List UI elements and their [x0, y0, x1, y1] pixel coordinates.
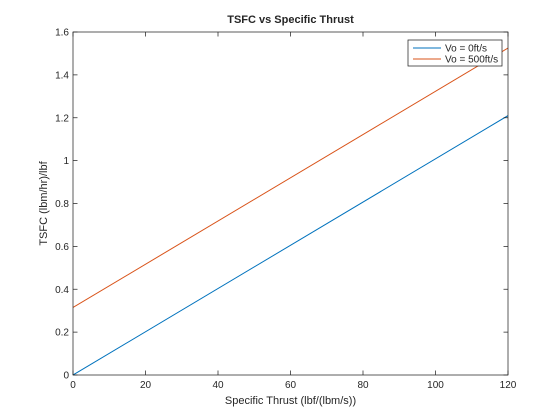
y-tick-label-5: 1	[63, 156, 69, 167]
y-tick-label-8: 1.6	[55, 28, 69, 39]
series-line-0	[73, 115, 508, 375]
legend-label-0: Vo = 0ft/s	[445, 44, 487, 55]
legend-box	[407, 39, 503, 67]
x-tick-label-6: 120	[500, 380, 517, 391]
y-tick-label-0: 0	[63, 371, 69, 382]
y-tick-label-6: 1.2	[55, 113, 69, 124]
x-tick-label-2: 40	[212, 380, 224, 391]
series-layer	[73, 47, 508, 375]
y-tick-label-1: 0.2	[55, 328, 69, 339]
y-tick-label-7: 1.4	[55, 70, 69, 81]
y-tick-label-2: 0.4	[55, 285, 69, 296]
ticks-layer: 0 20 40 60 80 100 120 0 0.2 0.4 0.6 0.8 1 1.2 1.4 1.6	[55, 28, 517, 392]
x-tick-label-0: 0	[70, 380, 76, 391]
y-tick-label-3: 0.6	[55, 242, 69, 253]
legend-label-1: Vo = 500ft/s	[445, 55, 498, 66]
series-line-1	[73, 47, 508, 308]
x-tick-label-3: 60	[285, 380, 297, 391]
x-tick-label-5: 100	[427, 380, 444, 391]
plot-area	[73, 32, 508, 375]
x-axis-label: Specific Thrust (lbf/(lbm/s))	[225, 395, 356, 407]
y-tick-label-4: 0.8	[55, 199, 69, 210]
y-axis-label: TSFC (lbm/hr)/lbf	[38, 160, 50, 245]
x-tick-label-4: 80	[357, 380, 369, 391]
chart-title: TSFC vs Specific Thrust	[227, 14, 354, 26]
legend: Vo = 0ft/sVo = 500ft/s	[407, 39, 503, 67]
legend-entries: Vo = 0ft/sVo = 500ft/s	[413, 44, 498, 66]
x-tick-label-1: 20	[140, 380, 152, 391]
